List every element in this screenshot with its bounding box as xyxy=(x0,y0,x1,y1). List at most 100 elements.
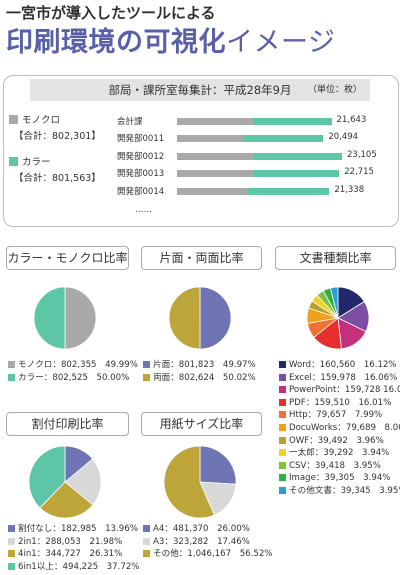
bar-total-label: 23,105 xyxy=(347,149,377,160)
pie-legend-item: Word：160,560 16.12% xyxy=(279,358,397,370)
pie-slice xyxy=(28,445,66,509)
bar-total-label: 20,494 xyxy=(328,132,359,143)
legend-swatch xyxy=(143,525,150,532)
pie-legend-label: 6in1以上：494,225 37.72% xyxy=(18,561,140,572)
page-subtitle: 一宮市が導入したツールによる xyxy=(6,4,216,22)
bar-segment-mono xyxy=(177,135,243,143)
legend-swatch xyxy=(8,373,15,381)
legend-total-color: 【合計：801,563】 xyxy=(14,173,101,184)
pie-slice xyxy=(199,286,232,350)
pie-legend-item: DocuWorks：79,689 8.00% xyxy=(279,421,400,433)
summary-heading: 部局・課所室毎集計：平成28年9月 （単位：枚） xyxy=(30,79,370,101)
legend-swatch xyxy=(8,562,15,570)
legend-swatch xyxy=(279,424,286,431)
pie-legend-label: その他文書：39,345 3.95% xyxy=(289,486,400,496)
legend-swatch xyxy=(279,461,286,469)
pie-legend-label: Http：79,657 7.99% xyxy=(289,410,383,421)
pie-slice xyxy=(64,458,102,506)
pie-legend-label: 片面：801,823 49.97% xyxy=(153,360,256,370)
pie-legend-label: PowerPoint：159,728 16.03% xyxy=(289,385,400,396)
pie-legend-item: その他文書：39,345 3.95% xyxy=(279,484,400,496)
legend-swatch xyxy=(279,411,286,419)
bar-category-label: 開発部0011 xyxy=(117,134,165,145)
bar-segment-mono xyxy=(177,170,255,178)
pie-slice xyxy=(199,445,237,485)
bar-category-label: 会計課 xyxy=(117,117,143,127)
pie-legend-item: モノクロ：802,355 49.99% xyxy=(8,358,138,370)
bar-segment-color xyxy=(252,118,332,125)
legend-swatch-color xyxy=(9,157,18,166)
summary-panel xyxy=(3,75,399,227)
pie-legend-item: カラー：802,525 50.00% xyxy=(8,371,129,383)
pie-slice xyxy=(329,286,339,319)
legend-swatch-mono xyxy=(9,115,18,124)
pie-title-paper-size: 用紙サイズ比率 xyxy=(141,412,262,436)
bar-segment-color xyxy=(246,187,330,195)
legend-swatch xyxy=(279,361,286,368)
summary-unit: （単位：枚） xyxy=(307,85,362,95)
pie-legend-item: 2in1：288,053 21.98% xyxy=(8,535,122,547)
bar-total-label: 21,338 xyxy=(334,184,365,195)
pie-legend-item: 両面：802,624 50.02% xyxy=(143,371,256,383)
legend-swatch xyxy=(143,361,150,368)
legend-swatch xyxy=(279,398,286,406)
legend-swatch xyxy=(279,386,286,394)
pie-slice xyxy=(163,445,215,519)
bar-segment-color xyxy=(242,135,324,143)
pie-legend-label: A4：481,370 26.00% xyxy=(153,524,250,534)
bar-segment-mono xyxy=(177,118,253,125)
pie-legend-label: 4in1：344,727 26.31% xyxy=(18,549,123,559)
pie-legend-label: カラー：802,525 50.00% xyxy=(18,372,130,383)
pie-slice xyxy=(64,286,97,350)
pie-slice xyxy=(39,481,94,519)
pie-title-doc-type: 文書種類比率 xyxy=(275,246,396,270)
pie-legend-label: 割付なし：182,985 13.96% xyxy=(18,524,138,534)
pie-legend-item: PowerPoint：159,728 16.03% xyxy=(279,383,400,395)
pie-slice xyxy=(168,286,201,350)
pie-legend-item: Http：79,657 7.99% xyxy=(279,408,382,420)
pie-legend-item: 4in1：344,727 26.31% xyxy=(8,547,122,559)
pie-legend-item: OWF：39,492 3.96% xyxy=(279,434,384,446)
pie-title-nup: 割付印刷比率 xyxy=(6,412,129,436)
bar-category-label: 開発部0012 xyxy=(117,151,165,162)
pie-legend-label: モノクロ：802,355 49.99% xyxy=(18,360,138,370)
legend-swatch xyxy=(143,550,150,557)
pie-legend-label: 2in1：288,053 21.98% xyxy=(18,536,123,547)
legend-swatch xyxy=(143,537,150,545)
pie-legend-item: Excel：159,978 16.06% xyxy=(279,371,397,383)
summary-heading-text: 部局・課所室毎集計：平成28年9月 xyxy=(108,83,292,97)
page-title-light: イメージ xyxy=(226,27,336,58)
legend-swatch xyxy=(279,373,286,381)
legend-swatch xyxy=(8,361,15,368)
pie-legend-item: 片面：801,823 49.97% xyxy=(143,358,256,370)
bar-category-label: 開発部0013 xyxy=(117,169,165,180)
legend-swatch xyxy=(279,436,286,444)
bar-segment-mono xyxy=(177,187,247,195)
pie-legend-label: DocuWorks：79,689 8.00% xyxy=(289,423,400,433)
legend-swatch xyxy=(279,474,286,482)
legend-label-mono: モノクロ xyxy=(22,115,61,126)
bar-total-label: 22,715 xyxy=(344,167,374,178)
pie-legend-label: その他：1,046,167 56.52% xyxy=(153,549,273,559)
pie-legend-item: CSV：39,418 3.95% xyxy=(279,459,381,471)
pie-legend-item: A4：481,370 26.00% xyxy=(143,522,250,534)
pie-legend-item: A3：323,282 17.46% xyxy=(143,535,250,547)
pie-legend-label: Image：39,305 3.94% xyxy=(289,473,391,484)
pie-legend-item: PDF：159,510 16.01% xyxy=(279,396,391,408)
more-rows-ellipsis: …… xyxy=(135,205,152,215)
page-title: 印刷環境の可視化イメージ xyxy=(6,20,335,59)
legend-swatch xyxy=(8,525,15,532)
legend-label-color: カラー xyxy=(22,157,51,168)
pie-legend-label: 一太郎：39,292 3.94% xyxy=(289,448,390,459)
pie-slice xyxy=(33,286,66,350)
bar-category-label: 開発部0014 xyxy=(117,186,165,197)
legend-swatch xyxy=(279,487,286,494)
pie-legend-item: 6in1以上：494,225 37.72% xyxy=(8,560,139,572)
pie-title-color-mono: カラー・モノクロ比率 xyxy=(6,246,129,270)
legend-swatch xyxy=(143,373,150,381)
bar-segment-color xyxy=(254,152,342,160)
bar-segment-color xyxy=(254,170,340,178)
pie-title-sides: 片面・両面比率 xyxy=(141,246,262,270)
legend-swatch xyxy=(279,449,286,457)
